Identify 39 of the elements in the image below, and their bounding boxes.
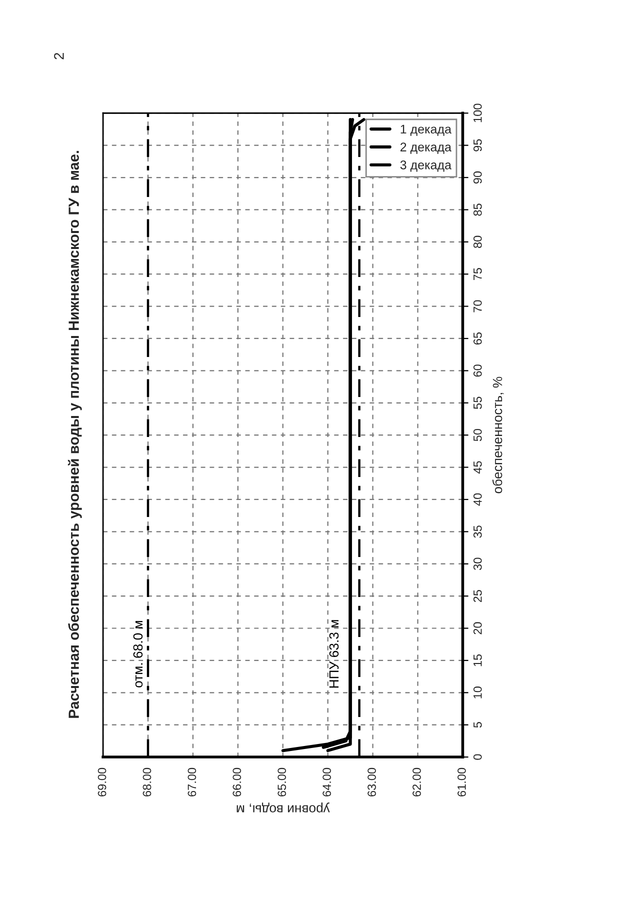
- x-tick-label: 61.00: [458, 768, 466, 796]
- x-tick-label: 65.00: [278, 768, 286, 796]
- y-tick-label: 55: [474, 396, 482, 409]
- x-tick-label: 69.00: [98, 768, 106, 796]
- text: Расчетная обеспеченность уровней воды у плотины Нижнекамского ГУ в мае.: [68, 150, 82, 718]
- y-tick-label: 90: [473, 171, 482, 184]
- ref-line-label: НПУ 63.3 м: [329, 620, 339, 688]
- x-axis-title: уровни воды, м: [236, 802, 330, 812]
- y-tick-label: 40: [473, 493, 482, 506]
- y-tick-label: 30: [473, 558, 482, 570]
- y-tick-label: 35: [473, 526, 482, 538]
- text: 2: [54, 52, 64, 60]
- y-tick-label: 75: [474, 268, 482, 280]
- y-tick-label: 0: [473, 754, 482, 760]
- y-tick-label: 85: [473, 204, 482, 216]
- y-tick-label: 65: [473, 332, 482, 344]
- y-tick-label: 25: [473, 590, 482, 602]
- y-tick-label: 15: [474, 654, 482, 666]
- y-tick-label: 20: [473, 622, 482, 634]
- legend-label: 3 декада: [400, 160, 452, 172]
- legend-label: 2 декада: [400, 142, 452, 154]
- x-tick-label: 66.00: [232, 768, 242, 796]
- x-tick-label: 67.00: [188, 768, 196, 796]
- x-tick-label: 64.00: [322, 768, 332, 796]
- x-tick-label: 62.00: [412, 768, 421, 796]
- y-tick-label: 5: [474, 722, 482, 728]
- y-tick-label: 100: [473, 104, 482, 122]
- y-tick-label: 60: [473, 364, 482, 377]
- y-tick-label: 10: [473, 686, 482, 698]
- x-tick-label: 68.00: [142, 768, 152, 796]
- y-tick-label: 45: [474, 461, 482, 474]
- y-tick-label: 95: [473, 139, 482, 152]
- x-tick-label: 63.00: [368, 768, 376, 796]
- y-tick-label: 50: [473, 428, 482, 442]
- y-axis-title: обеспеченность, %: [492, 376, 504, 494]
- y-tick-label: 70: [473, 300, 482, 312]
- legend-label: 1 декада: [400, 124, 452, 136]
- y-tick-label: 80: [473, 236, 482, 248]
- ref-line-label: отм. 68.0 м: [133, 620, 143, 688]
